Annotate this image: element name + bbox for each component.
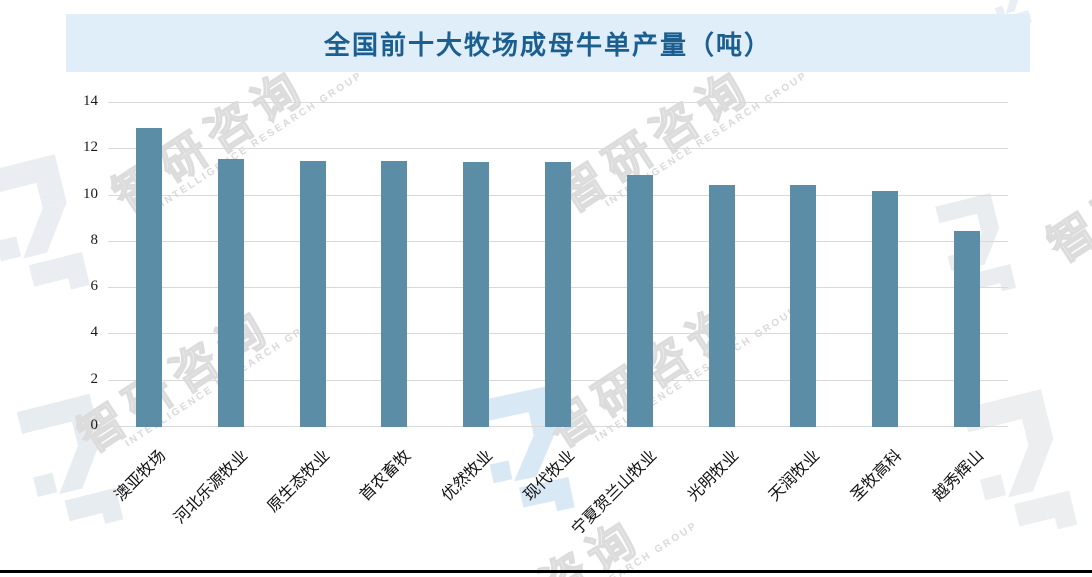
bar xyxy=(626,174,653,427)
plot-area xyxy=(108,102,1008,427)
y-tick-label: 2 xyxy=(90,370,99,387)
gridline xyxy=(108,148,1008,150)
x-category-label: 越秀辉山 xyxy=(930,447,988,505)
bar xyxy=(217,158,244,427)
bar xyxy=(299,160,326,427)
bar xyxy=(135,128,162,427)
bar xyxy=(708,185,735,427)
bar xyxy=(790,185,817,427)
chart-title: 全国前十大牧场成母牛单产量（吨） xyxy=(323,30,772,60)
y-tick-label: 8 xyxy=(90,231,99,248)
chart-title-banner: 全国前十大牧场成母牛单产量（吨） xyxy=(66,14,1030,72)
bar xyxy=(872,190,899,427)
y-tick-label: 4 xyxy=(90,324,99,341)
y-tick-label: 6 xyxy=(90,278,99,295)
y-tick-label: 14 xyxy=(83,93,98,109)
gridline xyxy=(108,102,1008,103)
bottom-divider xyxy=(0,570,1092,573)
bar xyxy=(381,160,408,427)
y-tick-label: 12 xyxy=(83,139,98,156)
bar xyxy=(463,162,490,427)
bar xyxy=(545,162,571,427)
